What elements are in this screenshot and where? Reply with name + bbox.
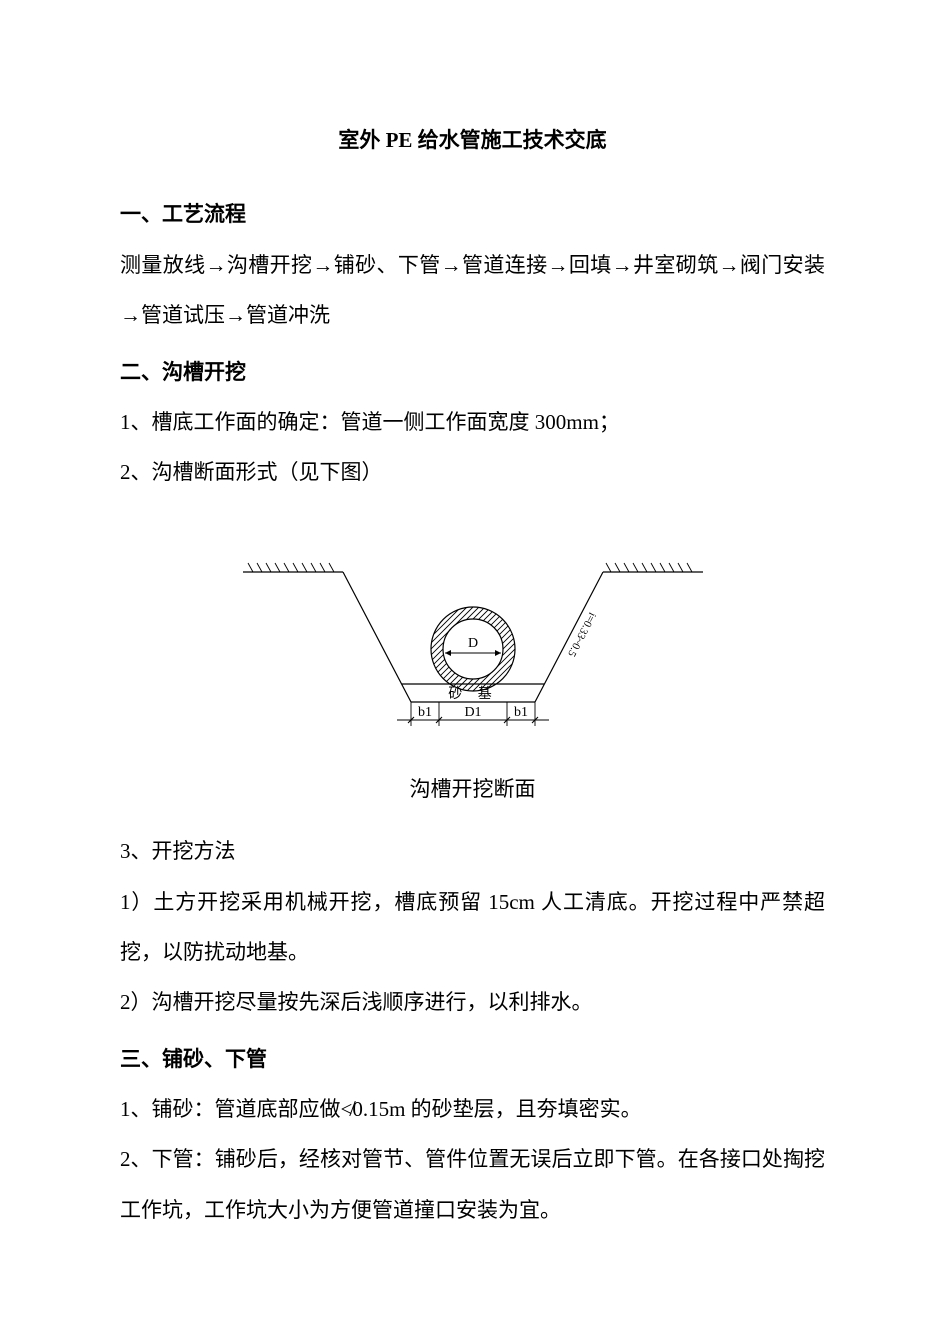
svg-text:D: D [467,636,477,651]
section-1-heading: 一、工艺流程 [120,189,825,239]
page-title: 室外 PE 给水管施工技术交底 [120,115,825,165]
section-3-heading: 三、铺砂、下管 [120,1034,825,1084]
sec3-item1: 1、铺砂：管道底部应做≮0.15m 的砂垫层，且夯填密实。 [120,1084,825,1134]
sec2-item3-1: 1）土方开挖采用机械开挖，槽底预留 15cm 人工清底。开挖过程中严禁超挖，以防… [120,877,825,978]
sec2-item1: 1、槽底工作面的确定：管道一侧工作面宽度 300mm； [120,397,825,447]
sec3-item2: 2、下管：铺砂后，经核对管节、管件位置无误后立即下管。在各接口处掏挖工作坑，工作… [120,1134,825,1235]
trench-diagram-container: D砂 基b1D1b1i=0.33~0.5 [120,534,825,754]
sec2-item3-2: 2）沟槽开挖尽量按先深后浅顺序进行，以利排水。 [120,977,825,1027]
svg-text:砂 基: 砂 基 [448,685,498,702]
section-2-heading: 二、沟槽开挖 [120,347,825,397]
diagram-caption: 沟槽开挖断面 [120,764,825,814]
svg-text:b1: b1 [514,705,528,720]
document-page: 室外 PE 给水管施工技术交底 一、工艺流程 测量放线→沟槽开挖→铺砂、下管→管… [0,0,945,1295]
sec2-item2: 2、沟槽断面形式（见下图） [120,447,825,497]
process-flow-text: 测量放线→沟槽开挖→铺砂、下管→管道连接→回填→井室砌筑→阀门安装→管道试压→管… [120,240,825,341]
svg-text:b1: b1 [418,705,432,720]
svg-text:D1: D1 [464,705,481,720]
trench-cross-section-diagram: D砂 基b1D1b1i=0.33~0.5 [243,534,703,754]
sec2-item3: 3、开挖方法 [120,826,825,876]
